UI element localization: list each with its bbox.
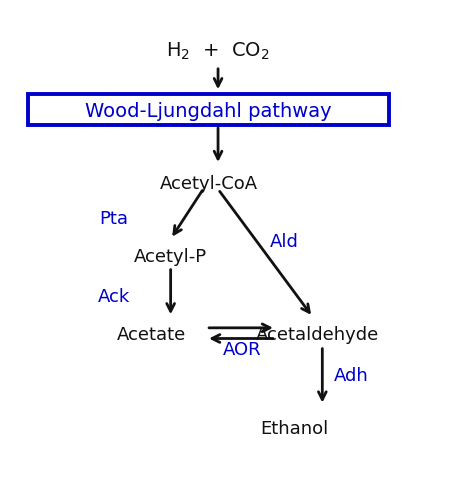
Text: AOR: AOR: [222, 340, 261, 359]
Text: Acetaldehyde: Acetaldehyde: [256, 325, 379, 343]
Text: H$_2$  +  CO$_2$: H$_2$ + CO$_2$: [166, 40, 270, 61]
Text: Ack: Ack: [98, 287, 130, 305]
Text: Acetyl-P: Acetyl-P: [134, 247, 207, 266]
Text: Pta: Pta: [99, 210, 128, 228]
Text: Acetyl-CoA: Acetyl-CoA: [159, 175, 258, 193]
Text: Acetate: Acetate: [117, 325, 186, 343]
Text: Ald: Ald: [270, 233, 299, 251]
Text: Ethanol: Ethanol: [260, 419, 328, 438]
Bar: [28, 94, 389, 126]
Text: Adh: Adh: [333, 366, 368, 384]
Text: Wood-Ljungdahl pathway: Wood-Ljungdahl pathway: [85, 102, 332, 121]
